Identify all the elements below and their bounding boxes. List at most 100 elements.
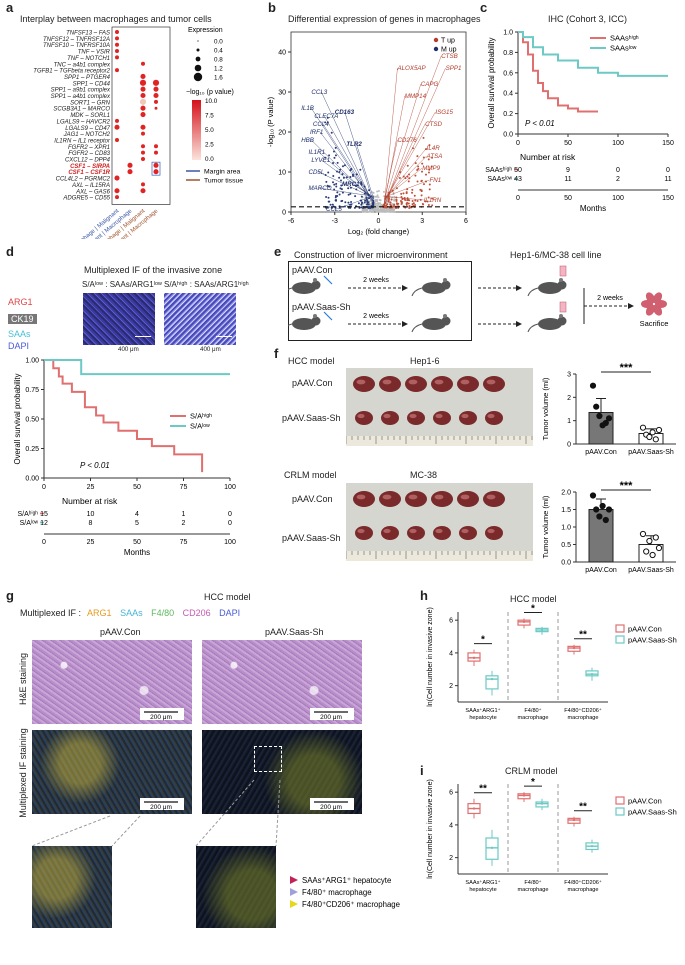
km-curve — [518, 31, 668, 77]
point-t-up — [431, 156, 434, 159]
panel-f-crlm-row-sh: pAAV.Saas-Sh — [282, 533, 341, 543]
arrow-head — [628, 303, 634, 309]
p-value: P < 0.01 — [80, 461, 110, 470]
scale-box — [140, 708, 184, 720]
point-t-up — [388, 197, 391, 200]
point-t-up — [411, 191, 414, 194]
tumor-highlight — [461, 528, 469, 534]
highlight-box — [151, 161, 161, 176]
point-t-up — [402, 175, 405, 178]
panel-d-channel-legend: ARG1 CK19 SAAs DAPI — [8, 295, 68, 353]
row-label: TNF – VSIR — [78, 50, 111, 56]
dot — [153, 92, 159, 99]
point-ns — [377, 208, 380, 211]
mouse-end-tail — [527, 323, 539, 333]
point-t-up — [393, 203, 396, 206]
gene-leader — [351, 183, 375, 198]
mouse-start-head — [311, 316, 321, 326]
x-tick-label: F4/80⁺ — [524, 879, 541, 886]
he-image-con — [32, 640, 192, 724]
data-point — [643, 548, 650, 555]
point-m-up — [344, 201, 347, 204]
gene-label: CTSB — [441, 53, 458, 60]
size-legend-label: 1.6 — [214, 75, 223, 82]
point-t-up — [407, 199, 410, 202]
panel-h-letter: h — [420, 588, 428, 603]
point-t-up — [431, 204, 434, 207]
panel-f-letter: f — [274, 346, 279, 361]
dot — [154, 144, 158, 149]
point-t-up — [390, 198, 393, 201]
mouse-end — [538, 318, 562, 330]
gene-leader — [318, 171, 375, 199]
data-point — [589, 492, 597, 499]
legend-swatch — [615, 624, 625, 633]
point-t-up — [422, 203, 425, 206]
color-tick: 10.0 — [205, 98, 218, 105]
gene-label: CCL5 — [326, 206, 342, 213]
dot — [127, 162, 133, 168]
risk-value: 50 — [514, 167, 522, 174]
legend-swatch — [615, 796, 625, 805]
point-ns — [382, 190, 385, 193]
point-t-up — [403, 197, 406, 200]
mouse-end-head — [557, 316, 567, 326]
mouse-end-head — [557, 280, 567, 290]
if-image-high — [164, 293, 236, 345]
y-axis-label: Tumor volume (ml) — [541, 377, 550, 440]
point-t-up — [405, 203, 408, 206]
legend-label: SAAsˡᵒʷ — [610, 44, 637, 53]
risk-label: S/Aˡᵒʷ — [20, 520, 39, 527]
panel-h-title: HCC model — [510, 594, 557, 604]
size-legend-dot — [193, 72, 203, 82]
tumor-specimen — [407, 411, 425, 425]
gene-label: IL1B — [301, 105, 314, 112]
mean-dot — [490, 677, 494, 681]
point-ns — [371, 191, 374, 194]
risk-x-tick: 0 — [42, 539, 46, 546]
tumor-specimen — [431, 491, 453, 507]
risk-x-tick: 50 — [564, 195, 572, 202]
point-ns — [374, 200, 377, 203]
dot — [114, 188, 120, 194]
dot — [153, 169, 159, 175]
point-t-up — [422, 136, 425, 139]
point-ns — [379, 207, 382, 210]
mean-dot — [572, 646, 576, 650]
point-t-up — [424, 200, 427, 203]
scale-box — [310, 798, 354, 810]
data-point — [639, 424, 647, 431]
mean-dot — [522, 794, 526, 797]
legend-label: S/Aʰⁱᵍʰ — [190, 412, 212, 421]
point-t-up — [421, 162, 424, 165]
panel-a-title: Interplay between macrophages and tumor … — [20, 14, 212, 24]
mouse-mid-head — [441, 280, 451, 290]
tumor-specimen — [483, 491, 505, 507]
y-tick-label: 1.00 — [25, 358, 39, 365]
gene-label: ATSA — [426, 153, 443, 160]
crlm-tumor-photo — [346, 483, 533, 561]
risk-value: 0 — [616, 167, 620, 174]
size-legend-dot — [197, 40, 199, 42]
point-t-up — [428, 168, 431, 171]
tumor-specimen — [407, 526, 425, 540]
data-point — [649, 551, 656, 559]
data-point — [639, 530, 647, 538]
dot — [115, 55, 119, 60]
point-ns — [376, 199, 379, 202]
point-m-up — [366, 203, 369, 206]
scale-box — [140, 798, 184, 810]
point-m-up — [360, 203, 363, 206]
data-point — [655, 544, 663, 552]
point-m-up — [336, 161, 339, 164]
arrow-legend-marker — [290, 900, 298, 908]
legend-label: pAAV.Con — [628, 797, 662, 806]
color-tick: 7.5 — [205, 113, 214, 120]
risk-value: 11 — [664, 176, 671, 183]
sig-label: * — [481, 635, 485, 646]
y-tick-label: 4 — [449, 650, 453, 657]
point-t-up — [427, 203, 430, 206]
point-t-up — [417, 165, 420, 168]
point-t-up — [400, 192, 403, 195]
tumor-specimen — [485, 411, 503, 425]
